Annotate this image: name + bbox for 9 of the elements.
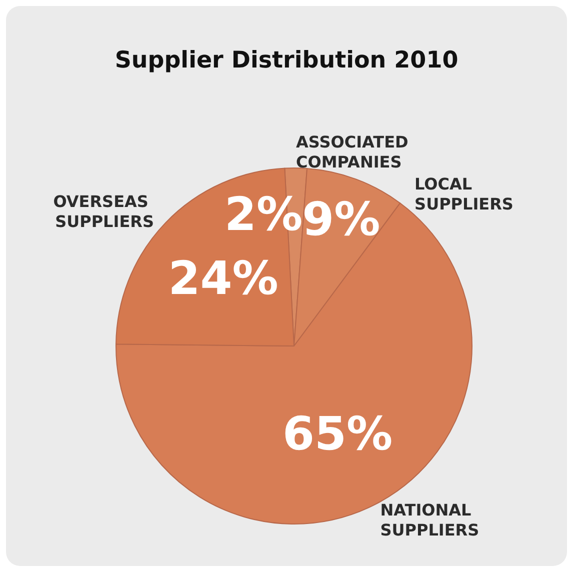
- chart-title: Supplier Distribution 2010: [114, 48, 458, 74]
- data-label: 2%: [224, 187, 303, 242]
- slice-label: LOCAL SUPPLIERS: [414, 174, 514, 214]
- slice-label: OVERSEAS SUPPLIERS: [53, 192, 154, 232]
- slice-label: NATIONAL SUPPLIERS: [380, 500, 480, 540]
- slice-label: ASSOCIATED COMPANIES: [296, 132, 414, 172]
- data-label: 24%: [168, 251, 278, 306]
- data-label: 9%: [302, 192, 380, 246]
- data-label: 65%: [282, 406, 393, 461]
